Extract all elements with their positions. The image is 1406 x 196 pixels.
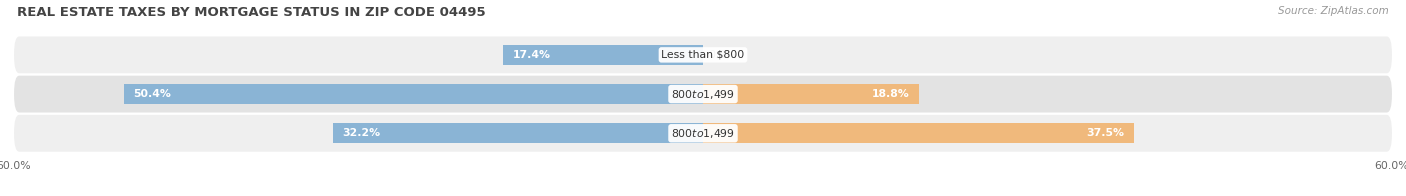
Bar <box>703 123 1133 143</box>
Bar <box>124 84 703 104</box>
Text: Less than $800: Less than $800 <box>661 50 745 60</box>
Text: $800 to $1,499: $800 to $1,499 <box>671 127 735 140</box>
Text: 50.4%: 50.4% <box>134 89 172 99</box>
Text: Source: ZipAtlas.com: Source: ZipAtlas.com <box>1278 6 1389 16</box>
Text: 0.0%: 0.0% <box>709 50 737 60</box>
Text: REAL ESTATE TAXES BY MORTGAGE STATUS IN ZIP CODE 04495: REAL ESTATE TAXES BY MORTGAGE STATUS IN … <box>17 6 485 19</box>
Text: 18.8%: 18.8% <box>872 89 910 99</box>
Text: 17.4%: 17.4% <box>512 50 550 60</box>
FancyBboxPatch shape <box>14 76 1392 113</box>
Text: $800 to $1,499: $800 to $1,499 <box>671 88 735 101</box>
Bar <box>333 123 703 143</box>
FancyBboxPatch shape <box>14 115 1392 152</box>
Text: 37.5%: 37.5% <box>1087 128 1125 138</box>
Text: 32.2%: 32.2% <box>343 128 381 138</box>
Bar <box>503 45 703 65</box>
FancyBboxPatch shape <box>14 36 1392 73</box>
Bar <box>703 84 920 104</box>
